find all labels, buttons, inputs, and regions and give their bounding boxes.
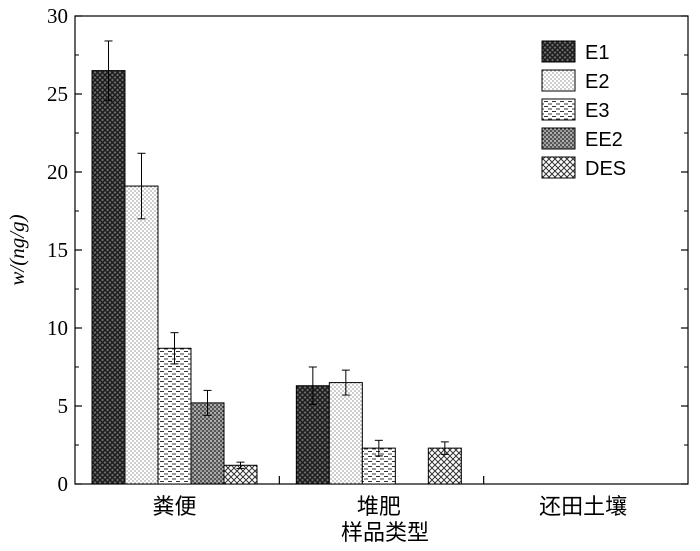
y-tick-label: 10: [47, 316, 68, 340]
legend-swatch-e2: [541, 69, 576, 92]
legend-label-e1: E1: [585, 42, 609, 64]
legend-swatch-e3: [541, 98, 576, 121]
x-category-label: 堆肥: [357, 495, 401, 520]
bar-e2: [328, 382, 363, 485]
y-tick-label: 15: [47, 238, 68, 262]
y-axis-title: w/(ng/g): [5, 214, 29, 285]
legend-swatch-des: [541, 156, 576, 179]
legend-label-e2: E2: [585, 71, 609, 93]
legend-swatch-ee2: [541, 127, 576, 150]
y-tick-label: 5: [58, 394, 69, 418]
y-tick-label: 0: [58, 472, 69, 496]
x-category-label: 还田土壤: [539, 495, 627, 520]
x-category-label: 粪便: [152, 495, 196, 520]
x-axis-title: 样品类型: [341, 521, 429, 546]
bar-e1: [91, 70, 126, 485]
legend-label-des: DES: [585, 158, 626, 180]
bar-e3: [157, 347, 192, 485]
bar-ee2: [190, 402, 225, 485]
legend-label-ee2: EE2: [585, 129, 623, 151]
y-tick-label: 30: [47, 4, 68, 28]
legend-swatch-e1: [541, 40, 576, 63]
y-tick-label: 20: [47, 160, 68, 184]
bar-e2: [124, 185, 159, 485]
legend-label-e3: E3: [585, 100, 609, 122]
y-tick-label: 25: [47, 82, 68, 106]
